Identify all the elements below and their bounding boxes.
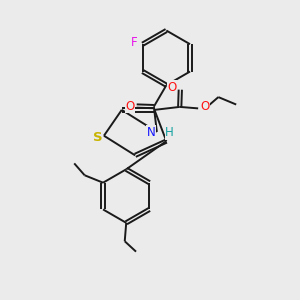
Text: H: H [165, 126, 174, 139]
Text: N: N [147, 126, 155, 139]
Text: S: S [93, 131, 102, 144]
Text: F: F [130, 36, 137, 49]
Text: O: O [200, 100, 209, 113]
Text: O: O [125, 100, 135, 112]
Text: O: O [167, 81, 177, 94]
